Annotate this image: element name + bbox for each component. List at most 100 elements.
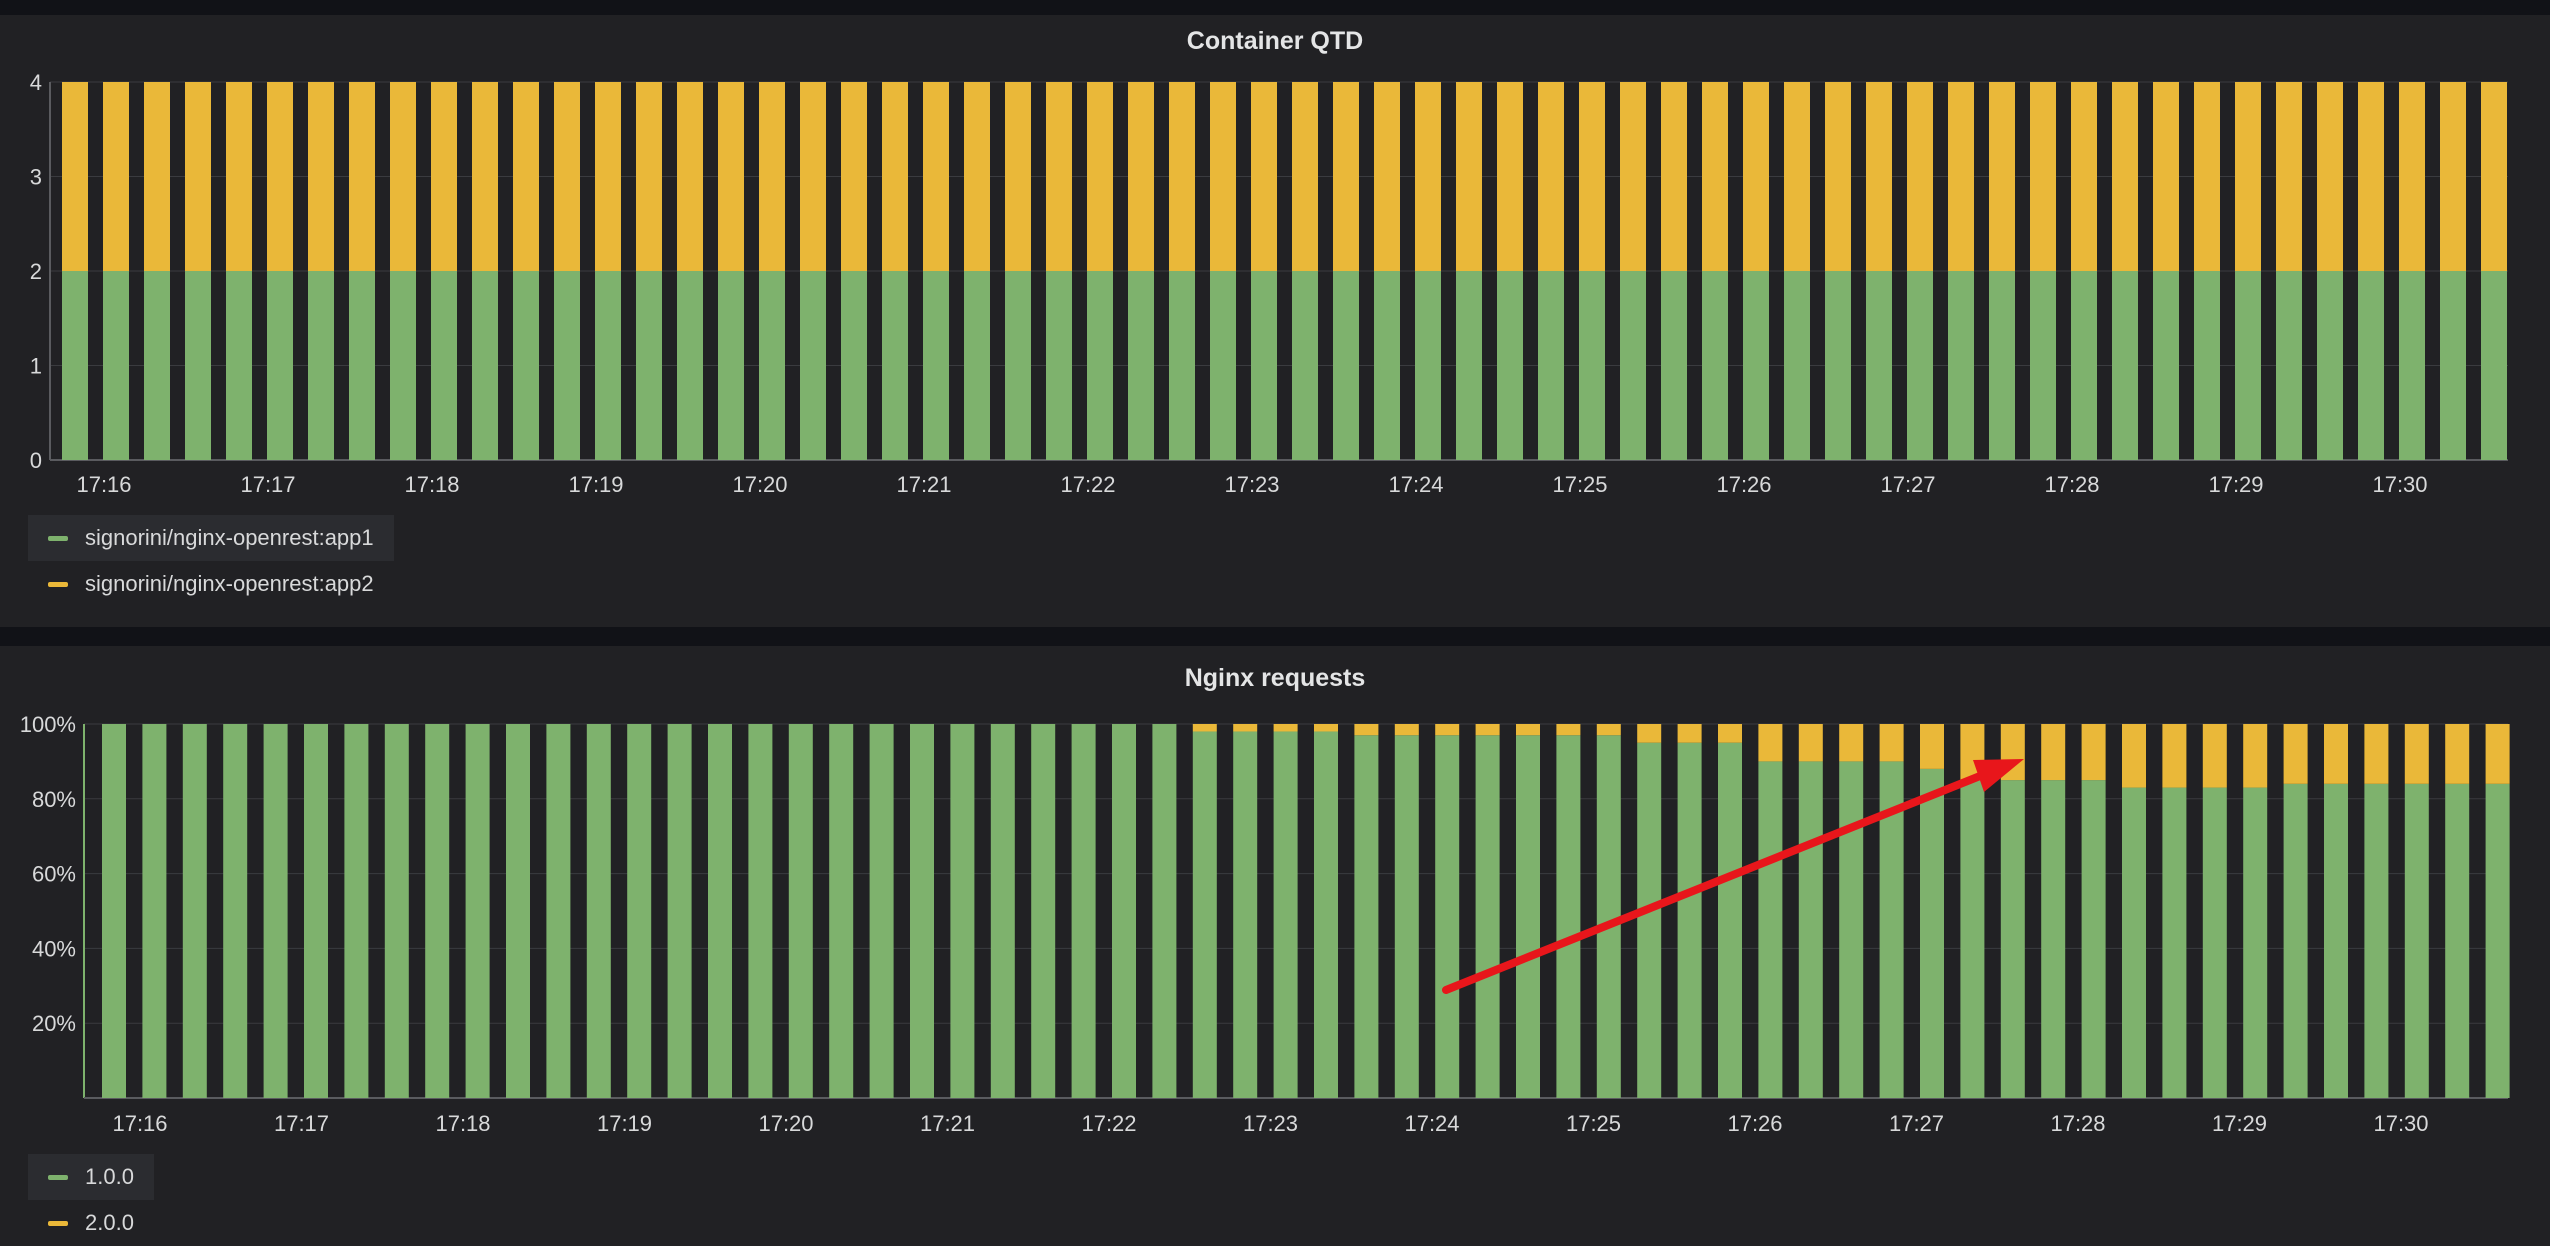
bar-series1 — [1960, 780, 1985, 1098]
x-tick-label: 17:21 — [896, 472, 951, 497]
x-tick-label: 17:20 — [732, 472, 787, 497]
bar-series2 — [1169, 82, 1195, 271]
bar-series1 — [595, 271, 621, 460]
bar-series1 — [627, 724, 652, 1098]
bar-series2 — [144, 82, 170, 271]
bar-series1 — [2399, 271, 2425, 460]
bar-series1 — [384, 724, 409, 1098]
bar-series2 — [1292, 82, 1318, 271]
bar-series1 — [1839, 761, 1864, 1098]
bar-series1 — [1516, 735, 1540, 1098]
bar-series1 — [869, 724, 894, 1098]
legend-item-app1[interactable]: signorini/nginx-openrest:app1 — [28, 515, 394, 561]
x-tick-label: 17:25 — [1566, 1111, 1621, 1136]
bar-series1 — [1192, 731, 1217, 1098]
bar-series1 — [759, 271, 785, 460]
bar-series2 — [1251, 82, 1277, 271]
bar-series2 — [2153, 82, 2179, 271]
panel-title[interactable]: Nginx requests — [1184, 664, 1366, 692]
bar-series2 — [2162, 724, 2187, 788]
x-tick-label: 17:24 — [1388, 472, 1443, 497]
bar-series1 — [2481, 271, 2507, 460]
legend-item-v1[interactable]: 1.0.0 — [28, 1154, 154, 1200]
bar-series1 — [1556, 735, 1581, 1098]
legend-item-app2[interactable]: signorini/nginx-openrest:app2 — [28, 561, 394, 607]
bar-series2 — [1046, 82, 1072, 271]
bar-series1 — [1475, 735, 1500, 1098]
bar-series1 — [1071, 724, 1096, 1098]
bar-series1 — [1538, 271, 1564, 460]
bar-series1 — [636, 271, 662, 460]
bar-series2 — [1784, 82, 1810, 271]
bar-series1 — [223, 724, 248, 1098]
container-qtd-legend: signorini/nginx-openrest:app1 signorini/… — [28, 515, 394, 607]
x-tick-label: 17:30 — [2372, 472, 2427, 497]
bar-series2 — [2112, 82, 2138, 271]
bar-series1 — [2324, 783, 2348, 1098]
bar-series1 — [513, 271, 539, 460]
x-tick-label: 17:18 — [404, 472, 459, 497]
x-tick-label: 17:28 — [2044, 472, 2099, 497]
bar-series1 — [1273, 731, 1298, 1098]
bar-series1 — [1637, 742, 1662, 1098]
bar-series2 — [882, 82, 908, 271]
bar-series2 — [1579, 82, 1605, 271]
bar-series2 — [1948, 82, 1974, 271]
bar-series1 — [923, 271, 949, 460]
nginx-requests-panel: Nginx requests 20% 40% 60% 80% 100% 17:16 17:1… — [0, 646, 2550, 1246]
legend-item-v2[interactable]: 2.0.0 — [28, 1200, 154, 1246]
bar-series2 — [431, 82, 457, 271]
bar-series2 — [964, 82, 990, 271]
bar-series2 — [1415, 82, 1441, 271]
bar-series2 — [2235, 82, 2261, 271]
bar-series2 — [185, 82, 211, 271]
y-tick-label: 60% — [32, 862, 76, 887]
x-tick-label: 17:19 — [568, 472, 623, 497]
bar-series2 — [1825, 82, 1851, 271]
bar-series1 — [2162, 787, 2187, 1098]
bar-series1 — [431, 271, 457, 460]
bar-series1 — [1661, 271, 1687, 460]
x-tick-label: 17:22 — [1060, 472, 1115, 497]
bar-series2 — [62, 82, 88, 271]
bar-series2 — [2364, 724, 2389, 784]
bar-series2 — [2358, 82, 2384, 271]
bar-series2 — [308, 82, 334, 271]
x-tick-label: 17:21 — [920, 1111, 975, 1136]
bar-series2 — [1596, 724, 1621, 736]
bar-series2 — [1620, 82, 1646, 271]
bar-series1 — [2243, 787, 2268, 1098]
bar-series1 — [2030, 271, 2056, 460]
bar-series2 — [267, 82, 293, 271]
bar-series2 — [2243, 724, 2268, 788]
bar-series1 — [506, 724, 530, 1098]
x-tick-label: 17:20 — [758, 1111, 813, 1136]
bar-series1 — [304, 724, 328, 1098]
bar-series2 — [1374, 82, 1400, 271]
bar-series2 — [1798, 724, 1823, 762]
bar-series1 — [677, 271, 703, 460]
bar-series1 — [1579, 271, 1605, 460]
y-tick-label: 40% — [32, 936, 76, 961]
legend-label: signorini/nginx-openrest:app2 — [85, 571, 374, 596]
bar-series2 — [841, 82, 867, 271]
bar-series2 — [636, 82, 662, 271]
bar-series1 — [2317, 271, 2343, 460]
bar-series1 — [1758, 761, 1783, 1098]
bar-series1 — [1233, 731, 1258, 1098]
bar-series1 — [103, 271, 129, 460]
y-tick-label: 3 — [30, 165, 42, 190]
bar-series1 — [1046, 271, 1072, 460]
x-tick-label: 17:16 — [112, 1111, 167, 1136]
legend-swatch-green — [48, 1174, 68, 1180]
bar-series1 — [2235, 271, 2261, 460]
y-tick-label: 100% — [20, 712, 76, 737]
bar-series2 — [1354, 724, 1379, 736]
bar-series1 — [708, 724, 732, 1098]
bar-series2 — [2030, 82, 2056, 271]
bar-series1 — [1415, 271, 1441, 460]
bar-series2 — [2194, 82, 2220, 271]
bar-series1 — [62, 271, 88, 460]
bar-series1 — [990, 724, 1015, 1098]
panel-title[interactable]: Container QTD — [1186, 27, 1364, 55]
